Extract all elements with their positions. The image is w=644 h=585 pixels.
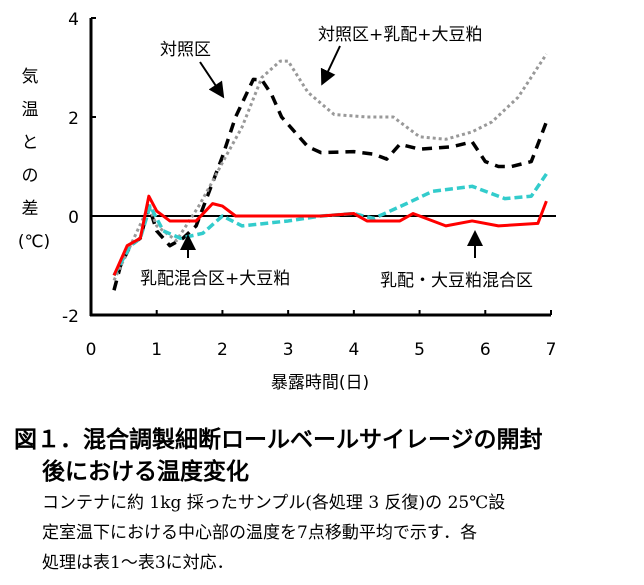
- y-axis-label: 温: [22, 100, 39, 120]
- y-axis-label: 差: [22, 199, 39, 219]
- caption-body: コンテナに約 1kg 採ったサンプル(各処理 3 反復)の 25℃設: [42, 493, 506, 513]
- x-axis-label: 暴露時間(日): [271, 373, 369, 393]
- y-tick-label: 4: [68, 10, 79, 30]
- series-line: [112, 77, 549, 291]
- annotation-label: 乳配混合区+大豆粕: [140, 269, 290, 289]
- x-tick-label: 5: [414, 340, 425, 360]
- caption-title-cont: 後における温度変化: [42, 459, 249, 485]
- y-tick-label: 2: [68, 109, 79, 129]
- caption-body: 定室温下における中心部の温度を7点移動平均で示す．各: [42, 523, 478, 543]
- x-tick-label: 2: [217, 340, 228, 360]
- annotation-label: 対照区: [160, 40, 211, 60]
- y-axis-label: 気: [22, 67, 39, 87]
- annotation-arrow: [320, 45, 341, 86]
- annotation-label: 対照区+乳配+大豆粕: [318, 25, 483, 45]
- y-axis-label: の: [22, 166, 39, 186]
- caption-title: 図１．混合調製細断ロールベールサイレージの開封: [14, 427, 543, 453]
- y-axis-label: と: [22, 133, 39, 153]
- x-tick-label: 1: [151, 340, 162, 360]
- series-line: [112, 53, 548, 281]
- caption-body: 処理は表1～表3に対応．: [42, 553, 234, 573]
- y-axis-label: (℃): [18, 232, 50, 252]
- x-tick-label: 3: [283, 340, 294, 360]
- x-tick-label: 0: [86, 340, 97, 360]
- x-tick-label: 4: [348, 340, 359, 360]
- x-tick-label: 7: [546, 340, 557, 360]
- y-tick-label: 0: [68, 208, 79, 228]
- series-line: [112, 172, 548, 277]
- annotation-arrow: [199, 61, 225, 99]
- x-tick-label: 6: [480, 340, 491, 360]
- annotation-label: 乳配・大豆粕混合区: [380, 271, 533, 291]
- series-line: [112, 194, 548, 277]
- y-tick-label: -2: [62, 307, 79, 327]
